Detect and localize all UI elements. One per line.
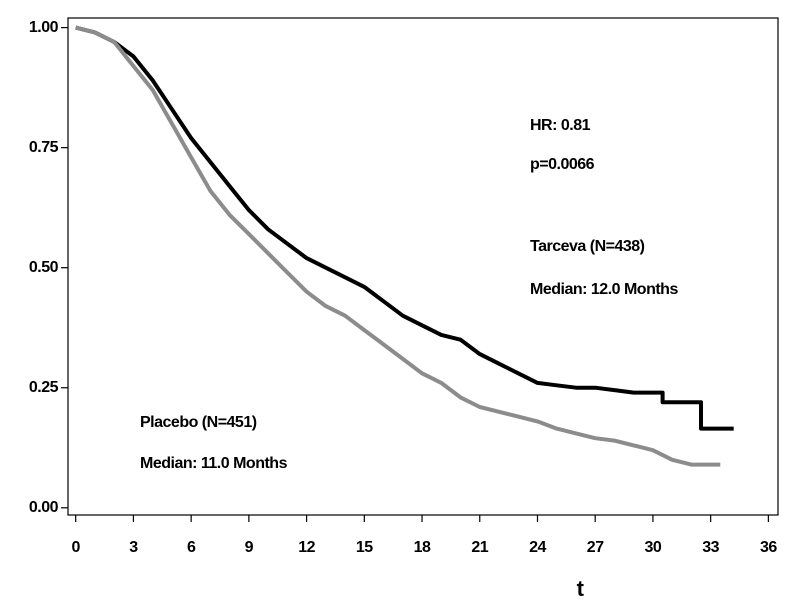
legend-label: Tarceva (N=438)	[530, 238, 645, 255]
y-tick-label: 0.50	[29, 259, 59, 276]
x-tick-label: 0	[71, 539, 80, 556]
y-tick-label: 0.25	[29, 379, 59, 396]
annotation: p=0.0066	[530, 156, 595, 173]
x-tick-label: 30	[645, 539, 662, 556]
plot-frame	[67, 17, 779, 516]
y-tick-label: 1.00	[29, 19, 59, 36]
annotation: HR: 0.81	[530, 117, 591, 134]
x-tick-label: 15	[356, 539, 373, 556]
y-tick-label: 0.00	[29, 499, 59, 516]
annotation: Median: 12.0 Months	[530, 281, 678, 298]
x-tick-label: 3	[129, 539, 138, 556]
x-tick-label: 12	[298, 539, 315, 556]
x-tick-label: 27	[587, 539, 604, 556]
legend-label: Placebo (N=451)	[140, 414, 257, 431]
survival-curve	[75, 25, 734, 431]
x-tick-label: 36	[760, 539, 777, 556]
y-tick-label: 0.75	[29, 139, 59, 156]
x-tick-label: 18	[414, 539, 431, 556]
x-tick-label: 24	[529, 539, 546, 556]
x-axis-label: t	[577, 576, 585, 601]
x-tick-label: 21	[471, 539, 488, 556]
survival-curve	[75, 25, 721, 467]
x-tick-label: 33	[702, 539, 719, 556]
annotation: Median: 11.0 Months	[140, 455, 288, 472]
x-tick-label: 9	[245, 539, 254, 556]
x-tick-label: 6	[187, 539, 196, 556]
